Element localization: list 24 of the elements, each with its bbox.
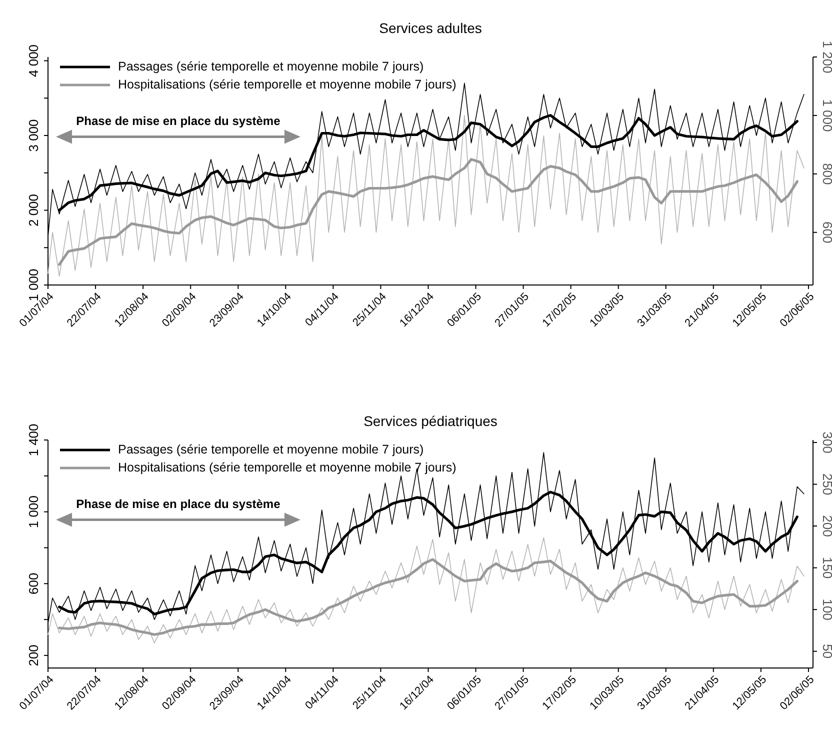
y2-tick-label: 100 — [820, 598, 832, 620]
legend-label: Hospitalisations (série temporelle et moyenne mobile 7 jours) — [118, 77, 456, 92]
chart-title: Services adultes — [379, 20, 482, 36]
y2-tick-label: 1 000 — [820, 99, 832, 132]
y-tick-label: 200 — [26, 644, 41, 666]
y2-tick-label: 200 — [820, 515, 832, 537]
y2-tick-label: 600 — [820, 222, 832, 244]
y2-tick-label: 1 200 — [820, 40, 832, 74]
y2-tick-label: 50 — [820, 644, 832, 659]
y-tick-label: 1 000 — [26, 496, 41, 528]
y2-tick-label: 300 — [820, 432, 832, 454]
y-tick-label: 1 400 — [26, 424, 41, 456]
y2-tick-label: 150 — [820, 556, 832, 579]
y2-tick-label: 800 — [820, 163, 832, 185]
annotation: Phase de mise en place du système — [76, 114, 281, 128]
annotation: Phase de mise en place du système — [76, 496, 281, 511]
chart-title: Services pédiatriques — [364, 413, 498, 429]
y2-tick-label: 250 — [820, 473, 832, 496]
y-tick-label: 2 000 — [26, 194, 41, 227]
legend-label: Passages (série temporelle et moyenne mobile 7 jours) — [118, 442, 424, 456]
y-tick-label: 600 — [26, 572, 41, 594]
y-tick-label: 4 000 — [26, 44, 41, 78]
legend-label: Passages (série temporelle et moyenne mobile 7 jours) — [118, 59, 424, 74]
y-tick-label: 3 000 — [26, 119, 41, 152]
